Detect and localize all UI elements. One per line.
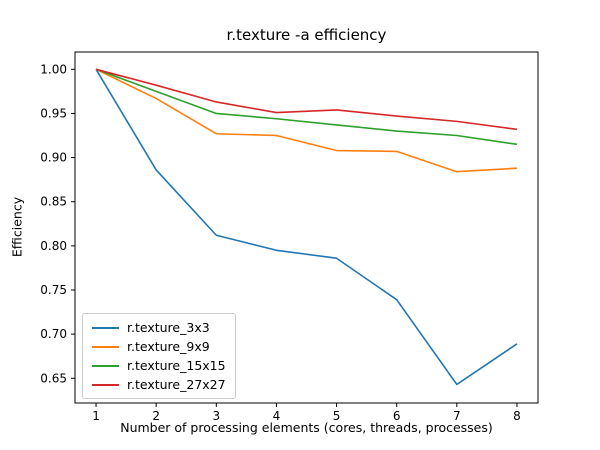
x-tick-label: 2 — [152, 409, 160, 423]
legend-label: r.texture_15x15 — [127, 358, 226, 373]
line-r-texture-27x27 — [95, 68, 518, 131]
x-tick-label: 5 — [333, 409, 341, 423]
x-tick-label: 4 — [273, 409, 281, 423]
legend: r.texture_3x3 r.texture_9x9 r.texture_15x1… — [82, 313, 236, 399]
x-tick-label: 7 — [453, 409, 461, 423]
legend-item: r.texture_15x15 — [92, 357, 226, 374]
legend-label: r.texture_3x3 — [127, 320, 210, 335]
legend-item: r.texture_9x9 — [92, 338, 226, 355]
x-tick-label: 3 — [212, 409, 220, 423]
y-axis-label: Efficiency — [9, 196, 25, 258]
x-tick-label: 1 — [92, 409, 100, 423]
legend-label: r.texture_9x9 — [127, 339, 210, 354]
y-tick-label: 0.90 — [40, 151, 67, 165]
y-tick-label: 1.00 — [40, 62, 67, 76]
legend-line-sample — [92, 326, 119, 329]
legend-item: r.texture_3x3 — [92, 319, 226, 336]
y-tick-label: 0.95 — [40, 106, 67, 120]
x-tick-label: 8 — [513, 409, 521, 423]
y-tick-label: 0.80 — [40, 239, 67, 253]
axes-frame — [74, 51, 539, 404]
y-tick-label: 0.70 — [40, 327, 67, 341]
x-tick-label: 6 — [393, 409, 401, 423]
y-tick-label: 0.75 — [40, 283, 67, 297]
x-axis-label: Number of processing elements (cores, th… — [120, 420, 493, 435]
legend-item: r.texture_27x27 — [92, 376, 226, 393]
line-r-texture-15x15 — [95, 68, 518, 146]
legend-line-sample — [92, 364, 119, 367]
legend-line-sample — [92, 383, 119, 386]
line-r-texture-3x3 — [95, 68, 518, 386]
chart-title: r.texture -a efficiency — [226, 26, 387, 44]
line-r-texture-9x9 — [95, 68, 518, 173]
legend-label: r.texture_27x27 — [127, 377, 226, 392]
y-tick-label: 0.65 — [40, 371, 67, 385]
y-tick-label: 0.85 — [40, 195, 67, 209]
legend-line-sample — [92, 345, 119, 348]
